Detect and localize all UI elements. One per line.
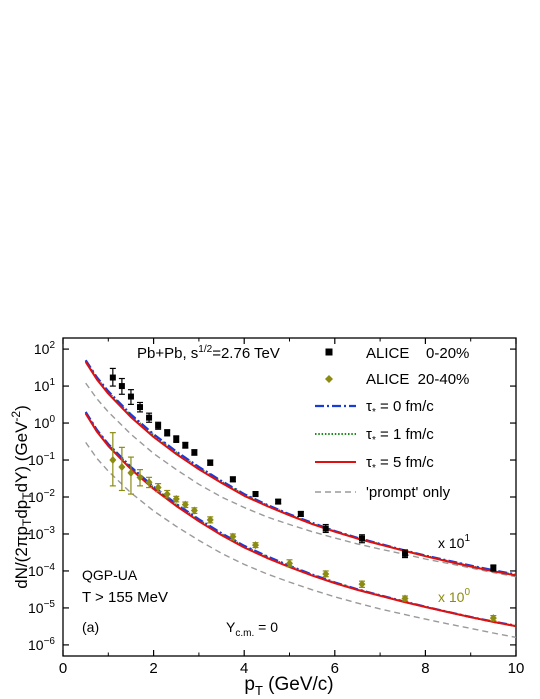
data-point-diamond: [181, 500, 189, 509]
legend-item-alice-20-40: ALICE 20-40%: [325, 371, 469, 388]
y-tick-label: 10−6: [28, 636, 55, 653]
x-tick-label: 10: [508, 660, 525, 677]
legend-item-tau-1: τ* = 1 fm/c: [315, 426, 434, 446]
data-point-square: [207, 459, 214, 466]
data-point-diamond: [489, 614, 497, 623]
data-point-square: [127, 393, 134, 400]
y-tick-label: 10−2: [28, 488, 55, 505]
data-point-diamond: [109, 456, 117, 465]
y-axis: 10−6 10−5 10−4 10−3 10−2 10−1 100 101 102: [28, 340, 516, 653]
data-point-square: [155, 422, 162, 429]
data-point-square: [118, 383, 125, 390]
data-point-square: [146, 414, 153, 421]
legend-label: τ* = 1 fm/c: [366, 426, 434, 446]
data-point-diamond: [358, 580, 366, 589]
data-point-square: [173, 436, 180, 443]
x-axis: 0 2 4 6 8 10: [59, 338, 525, 677]
legend-diamond-marker: [325, 375, 333, 383]
data-point-diamond: [136, 473, 144, 482]
y-tick-label: 102: [34, 340, 56, 357]
data-point-diamond: [286, 559, 293, 568]
y-tick-label: 10−1: [28, 451, 55, 468]
legend-label: 'prompt' only: [366, 484, 451, 501]
system-label: Pb+Pb, s1/2=2.76 TeV: [137, 344, 280, 362]
data-point-diamond: [252, 541, 260, 550]
model-label: QGP-UA: [82, 567, 138, 583]
data-point-square: [182, 442, 189, 449]
legend: ALICE 0-20% ALICE 20-40% τ* = 0 fm/c τ* …: [315, 345, 469, 501]
legend-label: ALICE 0-20%: [366, 345, 469, 362]
legend-label: τ* = 0 fm/c: [366, 398, 434, 418]
legend-item-tau-5: τ* = 5 fm/c: [315, 454, 434, 474]
data-point-diamond: [145, 478, 153, 487]
data-point-square: [322, 525, 329, 532]
data-point-square: [297, 510, 304, 517]
data-point-square: [191, 449, 198, 456]
data-point-diamond: [172, 495, 180, 504]
scale-label-0-20: x 101: [438, 533, 470, 551]
y-axis-title: dN/(2πpTdpTdY) (GeV-2): [9, 405, 34, 589]
data-point-diamond: [229, 532, 237, 541]
data-point-diamond: [118, 462, 126, 471]
data-point-diamond: [127, 468, 135, 477]
data-point-square: [402, 550, 409, 557]
y-tick-label: 10−5: [28, 599, 55, 616]
data-point-square: [358, 535, 365, 542]
rapidity-label: Yc.m. = 0: [226, 619, 278, 639]
data-point-square: [490, 565, 497, 572]
legend-item-tau-0: τ* = 0 fm/c: [315, 398, 434, 418]
y-tick-label: 10−3: [28, 525, 55, 542]
x-tick-label: 4: [240, 660, 248, 677]
x-tick-label: 8: [421, 660, 429, 677]
legend-square-marker: [325, 348, 333, 356]
x-tick-label: 0: [59, 660, 67, 677]
data-points: [109, 367, 497, 623]
curve-solid: [84, 361, 516, 577]
legend-label: τ* = 5 fm/c: [366, 454, 434, 474]
data-point-square: [229, 476, 236, 483]
curve-dashed: [85, 382, 516, 578]
y-tick-label: 101: [34, 377, 56, 394]
x-axis-title: pT (GeV/c): [244, 674, 333, 698]
temperature-label: T > 155 MeV: [82, 589, 168, 606]
data-point-square: [137, 404, 144, 411]
data-point-diamond: [154, 483, 162, 492]
y-tick-label: 100: [34, 414, 56, 431]
legend-item-alice-0-20: ALICE 0-20%: [325, 345, 469, 362]
legend-item-prompt: 'prompt' only: [315, 484, 451, 501]
legend-label: ALICE 20-40%: [366, 371, 469, 388]
data-point-diamond: [190, 506, 198, 515]
data-point-diamond: [401, 594, 409, 603]
data-point-diamond: [163, 490, 171, 499]
x-tick-label: 2: [149, 660, 157, 677]
data-point-diamond: [206, 515, 214, 524]
data-point-square: [252, 491, 259, 498]
data-point-square: [275, 498, 282, 505]
data-point-square: [109, 374, 116, 381]
data-point-diamond: [322, 569, 330, 578]
scale-label-20-40: x 100: [438, 587, 470, 605]
y-tick-label: 10−4: [28, 562, 55, 579]
x-tick-label: 6: [331, 660, 339, 677]
curve-dashed: [85, 441, 516, 639]
data-point-square: [164, 429, 171, 436]
panel-label: (a): [82, 619, 99, 635]
